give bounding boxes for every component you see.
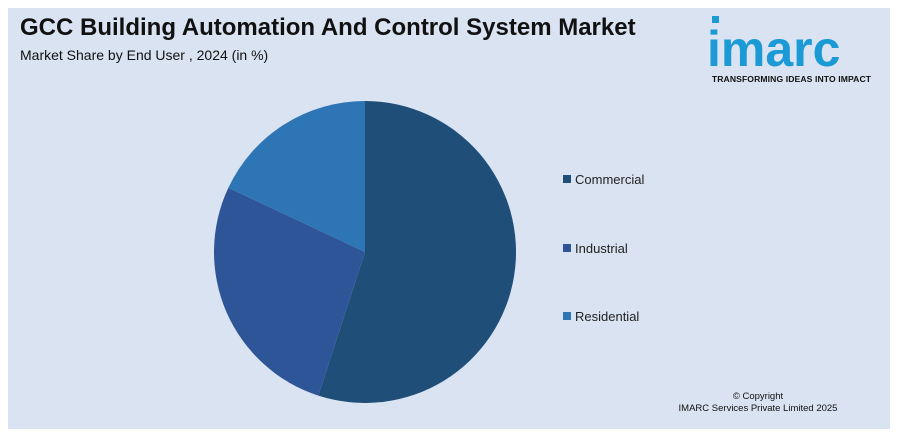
pie-slice-commercial [318,101,517,403]
pie-slice-industrial [214,187,365,396]
imarc-logo: imarc [707,16,840,77]
copyright-notice: © Copyright IMARC Services Private Limit… [638,391,878,415]
legend-label-industrial: Industrial [575,240,628,256]
legend-label-residential: Residential [575,308,640,324]
logo-tagline: TRANSFORMING IDEAS INTO IMPACT [711,74,872,84]
legend-swatch-residential [563,312,571,320]
copyright-line-2: IMARC Services Private Limited 2025 [678,403,838,414]
legend-item-commercial: Commercial [563,171,644,187]
legend-item-residential: Residential [563,308,639,324]
legend-item-industrial: Industrial [563,240,628,256]
legend-swatch-commercial [563,175,571,183]
legend-label-commercial: Commercial [575,171,645,187]
pie-slice-residential [228,100,365,252]
chart-subtitle: Market Share by End User , 2024 (in %) [20,47,269,63]
copyright-line-1: © Copyright [732,391,784,402]
chart-title: GCC Building Automation And Control Syst… [20,14,636,41]
legend-swatch-industrial [563,244,571,252]
logo-wordmark: imarc [707,21,840,77]
